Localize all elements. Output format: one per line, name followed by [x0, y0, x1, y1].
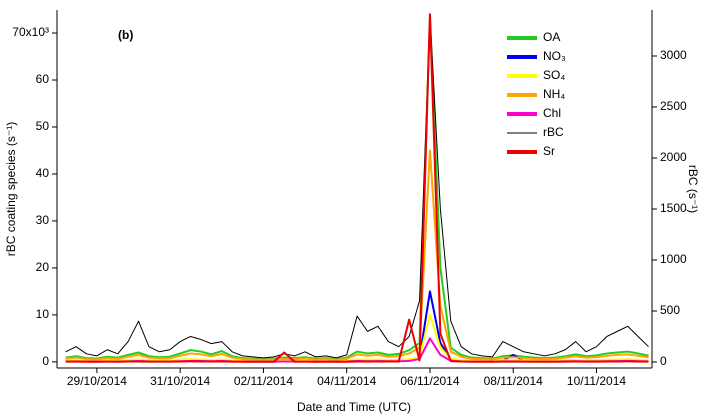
y-tick-label: 10 [36, 307, 50, 321]
legend-label: NO₃ [543, 49, 566, 63]
x-tick-label: 06/11/2014 [400, 374, 459, 388]
y2-tick-label: 2500 [660, 99, 687, 113]
y2-tick-label: 1000 [660, 252, 687, 266]
x-tick-label: 10/11/2014 [567, 374, 626, 388]
legend-label: OA [543, 30, 560, 44]
series-line [65, 149, 649, 361]
y-tick-label: 20 [36, 260, 50, 274]
plot-area [65, 13, 649, 363]
y2-tick-label: 0 [660, 354, 667, 368]
x-tick-label: 31/10/2014 [150, 374, 210, 388]
y-tick-label: 30 [36, 213, 50, 227]
x-tick-label: 08/11/2014 [484, 374, 543, 388]
y-tick-label: 60 [36, 72, 50, 86]
y2-tick-label: 3000 [660, 48, 687, 62]
panel-label: (b) [118, 28, 133, 42]
y2-tick-label: 500 [660, 303, 680, 317]
x-tick-label: 02/11/2014 [234, 374, 293, 388]
x-axis-label: Date and Time (UTC) [297, 400, 411, 414]
y-tick-label: 0 [42, 354, 49, 368]
x-tick-label: 04/11/2014 [317, 374, 376, 388]
x-tick-label: 29/10/2014 [67, 374, 127, 388]
y2-tick-label: 2000 [660, 150, 687, 164]
series-line [65, 14, 649, 359]
y2-axis-label: rBC (s⁻¹) [686, 165, 700, 213]
y-tick-label: 50 [36, 119, 50, 133]
y2-tick-label: 1500 [660, 201, 687, 215]
y-axis-label: rBC coating species (s⁻¹) [4, 122, 18, 256]
legend-label: rBC [543, 125, 564, 139]
series-line [65, 13, 649, 363]
legend-label: Chl [543, 106, 561, 120]
y-tick-label: 70x10³ [12, 25, 49, 39]
y-tick-label: 40 [36, 166, 50, 180]
legend: OA NO₃ SO₄ NH₄ Chl rBC Sr [507, 30, 566, 158]
legend-label: NH₄ [543, 87, 565, 101]
series-line [65, 13, 649, 361]
legend-label: SO₄ [543, 68, 565, 82]
legend-label: Sr [543, 144, 555, 158]
